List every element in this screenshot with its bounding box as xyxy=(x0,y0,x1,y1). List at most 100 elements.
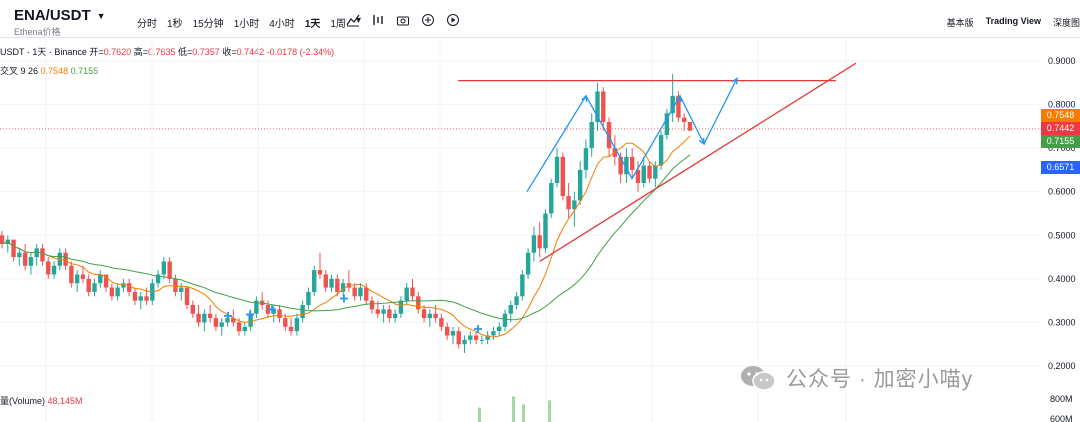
volume-tick-label: 600M xyxy=(1050,414,1073,422)
y-tick-label: 0.7000 xyxy=(1048,143,1076,153)
ma-fast-price-tag: 0.7548 xyxy=(1041,109,1080,122)
candle-body xyxy=(520,274,525,297)
interval-selector: 分时 1秒 15分钟 1小时 4小时 1天 1周 ▾ xyxy=(132,15,366,30)
candle-body xyxy=(126,283,132,292)
pattern-path xyxy=(526,78,738,193)
candle-body xyxy=(375,309,380,314)
candle-body xyxy=(167,261,172,279)
interval-item[interactable]: 15分钟 xyxy=(192,19,224,30)
templates-icon[interactable] xyxy=(371,13,385,27)
candle-body xyxy=(207,313,213,319)
volume-legend: 量(Volume) 48.145M xyxy=(0,394,83,407)
low-value: 0.7357 xyxy=(192,47,220,57)
cross-marker xyxy=(268,305,276,314)
candle-body xyxy=(144,296,149,301)
candle-body xyxy=(468,335,473,340)
candle-body xyxy=(271,309,276,314)
candle-body xyxy=(121,283,126,288)
candle-body xyxy=(485,335,490,340)
replay-icon[interactable] xyxy=(446,13,460,27)
interval-item-active[interactable]: 1天 xyxy=(304,19,321,30)
candle-body xyxy=(352,287,357,297)
tab-tradingview[interactable]: Trading View xyxy=(985,16,1041,26)
tab-basic[interactable]: 基本版 xyxy=(946,18,974,28)
y-tick-label: 0.2000 xyxy=(1048,361,1076,371)
candle-body xyxy=(687,122,693,131)
candle-body xyxy=(421,309,427,319)
y-tick-label: 0.4000 xyxy=(1048,274,1076,284)
candle-body xyxy=(427,313,433,319)
view-tabs: 基本版 Trading View 深度图 xyxy=(947,16,1080,29)
candle-body xyxy=(416,296,421,310)
candle-body xyxy=(329,278,334,288)
volume-bar xyxy=(512,396,515,422)
interval-item[interactable]: 1秒 xyxy=(167,19,183,30)
candle-body xyxy=(670,95,675,114)
candle-body xyxy=(618,156,623,175)
watermark-text: 公众号 · 加密小喵y xyxy=(786,368,974,391)
watermark: 公众号 · 加密小喵y xyxy=(738,363,973,393)
candle-body xyxy=(624,156,629,175)
candle-body xyxy=(22,252,28,266)
candle-body xyxy=(629,156,635,170)
ma-legend: 交叉 9 26 0.7548 0.7155 xyxy=(0,64,98,77)
change-value: -0.0178 (-2.34%) xyxy=(266,47,335,57)
volume-tick-label: 800M xyxy=(1050,394,1073,404)
close-value: 0.7442 xyxy=(236,47,265,57)
candle-body xyxy=(184,287,190,305)
candle-body xyxy=(317,270,323,275)
volume-bar xyxy=(478,407,481,422)
interval-item[interactable]: 分时 xyxy=(137,19,157,30)
support-trendline xyxy=(539,62,857,262)
candle-body xyxy=(392,313,398,319)
candle-body xyxy=(92,283,97,292)
cross-marker xyxy=(246,310,254,319)
candle-body xyxy=(664,113,670,136)
candle-body xyxy=(335,278,340,292)
tab-depth[interactable]: 深度图 xyxy=(1052,18,1080,28)
candle-body xyxy=(647,165,652,179)
candle-body xyxy=(653,165,658,179)
candle-body xyxy=(514,296,519,305)
cross-marker xyxy=(340,294,348,303)
y-tick-label: 0.9000 xyxy=(1048,56,1076,66)
candle-body xyxy=(11,239,16,258)
legend-pair: USDT · 1天 · Binance xyxy=(0,47,87,57)
candle-body xyxy=(312,270,317,292)
candle-body xyxy=(381,309,386,314)
interval-item[interactable]: 4小时 xyxy=(269,19,295,30)
y-tick-label: 0.8000 xyxy=(1048,100,1076,110)
candle-body xyxy=(115,287,120,297)
candle-body xyxy=(265,305,271,314)
candle-body xyxy=(323,274,328,288)
candle-body xyxy=(231,318,236,323)
candle-body xyxy=(254,300,259,314)
arrow-head xyxy=(731,77,738,85)
ma-fast-line xyxy=(1,135,691,338)
candle-body xyxy=(283,318,288,327)
cross-marker xyxy=(474,324,482,333)
candle-body xyxy=(531,235,537,253)
candle-body xyxy=(410,287,415,297)
candle-body xyxy=(213,318,219,327)
camera-icon[interactable] xyxy=(396,13,410,27)
candle-body xyxy=(635,169,641,183)
price-chart[interactable]: 0.9000 0.8000 0.7000 0.6000 0.5000 0.4000 0.30… xyxy=(0,38,1080,422)
candle-body xyxy=(173,278,178,292)
candle-body xyxy=(577,169,583,201)
more-intervals-icon[interactable]: ▾ xyxy=(355,15,361,26)
candle-body xyxy=(300,305,305,319)
symbol-name: ENA/USDT xyxy=(14,7,91,24)
add-icon[interactable] xyxy=(421,13,435,27)
toolbar-tools xyxy=(346,13,460,27)
candle-body xyxy=(525,252,531,275)
candle-body xyxy=(236,322,242,332)
symbol-selector[interactable]: ENA/USDT ▼ xyxy=(14,7,106,24)
candle-body xyxy=(543,213,548,249)
indicator-icon[interactable] xyxy=(346,13,360,27)
candle-body xyxy=(46,261,51,275)
candle-body xyxy=(595,91,600,122)
interval-item[interactable]: 1周 xyxy=(330,19,346,30)
interval-item[interactable]: 1小时 xyxy=(233,19,260,30)
volume-bar xyxy=(548,400,551,422)
